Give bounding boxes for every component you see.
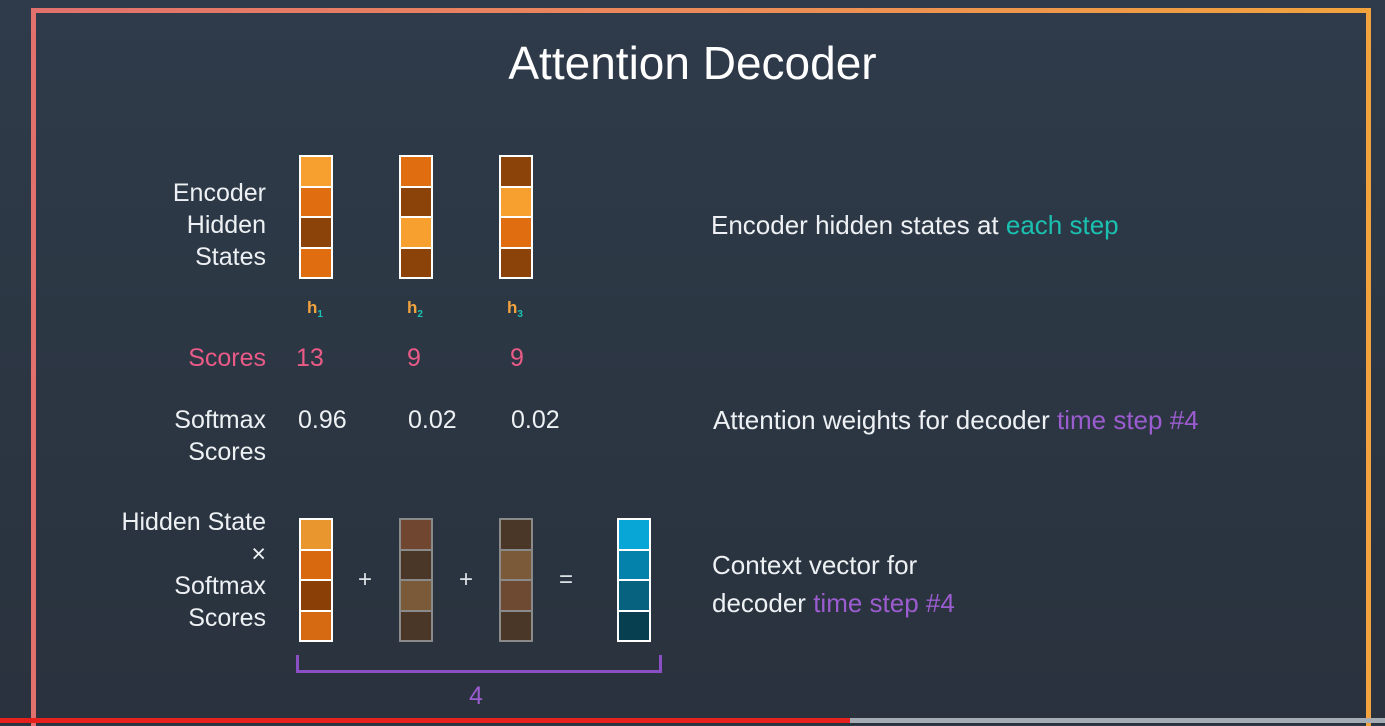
vector-cell <box>299 609 333 642</box>
vector-cell <box>499 579 533 612</box>
vector-cell <box>617 518 651 551</box>
vector-cell <box>399 609 433 642</box>
weighted-vector-1 <box>299 518 333 642</box>
softmax-scores-label: Softmax Scores <box>174 406 266 466</box>
vector-cell <box>499 518 533 551</box>
vector-cell <box>499 185 533 218</box>
softmax-score-1: 0.96 <box>298 406 347 434</box>
vector-cell <box>617 609 651 642</box>
vector-cell <box>299 185 333 218</box>
score-3: 9 <box>510 344 524 372</box>
vector-cell <box>299 579 333 612</box>
vector-cell <box>499 246 533 279</box>
vector-cell <box>499 216 533 249</box>
note-context-highlight: time step #4 <box>813 588 955 618</box>
slide-frame <box>31 8 1371 726</box>
encoder-hidden-states-label: Encoder Hidden States <box>172 179 266 271</box>
vector-cell <box>399 579 433 612</box>
vector-cell <box>617 548 651 581</box>
vector-cell <box>499 155 533 188</box>
softmax-score-2: 0.02 <box>408 406 457 434</box>
slide-title: Attention Decoder <box>508 37 877 89</box>
hidden-state-vector-2 <box>399 155 433 279</box>
weighted-vector-2 <box>399 518 433 642</box>
hidden-state-vector-1 <box>299 155 333 279</box>
equals-operator: = <box>559 566 574 593</box>
vector-cell <box>399 216 433 249</box>
hidden-state-times-softmax-label: Hidden State × Softmax Scores <box>121 508 266 632</box>
note-encoder: Encoder hidden states at each step <box>711 210 1119 240</box>
note-attention-highlight: time step #4 <box>1056 405 1199 435</box>
vector-cell <box>399 548 433 581</box>
vector-cell <box>299 155 333 188</box>
hidden-state-label-2: h2 <box>407 298 423 320</box>
vector-cell <box>299 548 333 581</box>
vector-cell <box>499 609 533 642</box>
sum-count: 4 <box>469 682 483 710</box>
vector-cell <box>299 518 333 551</box>
vector-cell <box>499 548 533 581</box>
plus-operator-1: + <box>358 566 373 593</box>
video-progress-played[interactable] <box>0 718 850 723</box>
vector-cell <box>299 246 333 279</box>
softmax-score-3: 0.02 <box>511 406 560 434</box>
note-context: Context vector for decoder time step #4 <box>712 550 955 618</box>
scores-label: Scores <box>188 344 266 372</box>
sum-bracket <box>296 655 662 673</box>
hidden-state-vector-3 <box>499 155 533 279</box>
vector-cell <box>399 246 433 279</box>
vector-cell <box>399 155 433 188</box>
video-progress-remaining[interactable] <box>850 718 1385 723</box>
note-encoder-highlight: each step <box>1005 210 1119 240</box>
context-vector <box>617 518 651 642</box>
vector-cell <box>617 579 651 612</box>
vector-cell <box>299 216 333 249</box>
score-1: 13 <box>296 344 324 372</box>
vector-cell <box>399 185 433 218</box>
plus-operator-2: + <box>459 566 474 593</box>
hidden-state-label-1: h1 <box>307 298 323 320</box>
score-2: 9 <box>407 344 421 372</box>
hidden-state-label-3: h3 <box>507 298 523 320</box>
weighted-vector-3 <box>499 518 533 642</box>
note-attention: Attention weights for decoder time step … <box>713 405 1199 435</box>
vector-cell <box>399 518 433 551</box>
